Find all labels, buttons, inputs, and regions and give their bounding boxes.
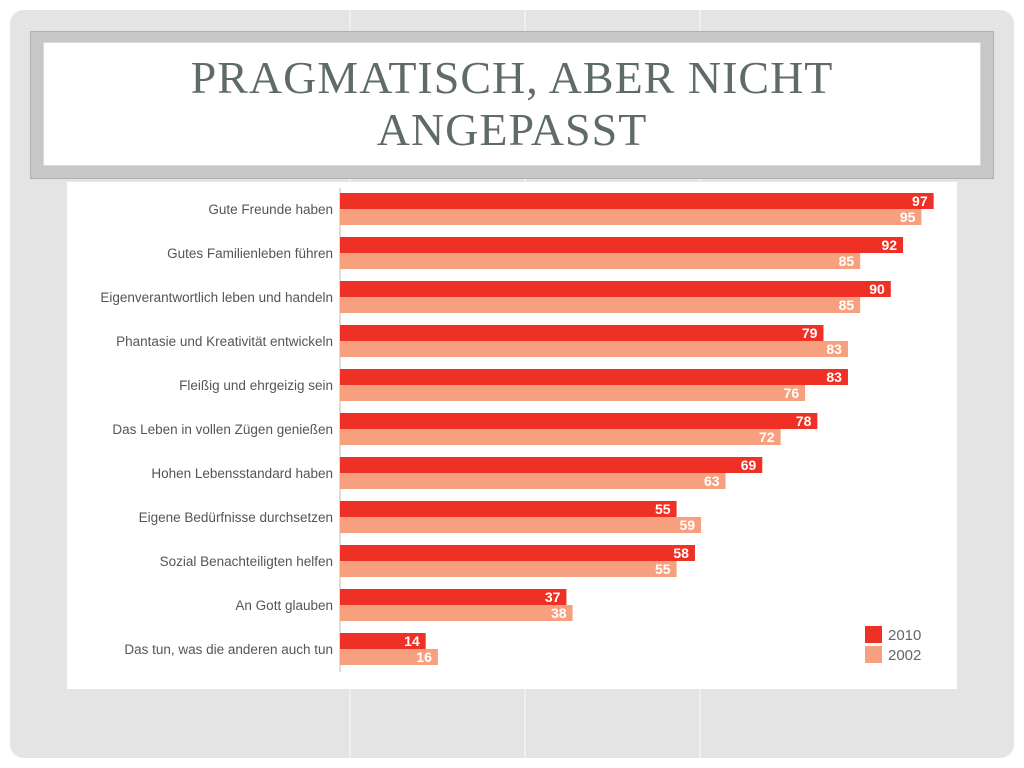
bar-2002: [340, 341, 848, 357]
bar-2010: [340, 457, 763, 473]
category-label: Hohen Lebensstandard haben: [151, 466, 333, 481]
data-label-2002: 63: [704, 473, 720, 489]
data-label-2010: 92: [881, 237, 897, 253]
data-label-2002: 85: [839, 297, 855, 313]
bar-2002: [340, 253, 861, 269]
data-label-2010: 55: [655, 501, 671, 517]
bar-2010: [340, 633, 426, 649]
legend-label-2010: 2010: [888, 627, 921, 644]
data-label-2002: 59: [680, 517, 696, 533]
title-frame: PRAGMATISCH, ABER NICHT ANGEPASST: [30, 31, 994, 179]
legend-label-2002: 2002: [888, 647, 921, 664]
category-label: An Gott glauben: [235, 598, 333, 613]
category-label: Sozial Benachteiligten helfen: [160, 554, 333, 569]
bar-2010: [340, 545, 695, 561]
category-label: Gute Freunde haben: [208, 202, 333, 217]
bar-2010: [340, 589, 567, 605]
chart-panel: Gute Freunde haben 97 95 Gutes Familienlebe…: [67, 182, 957, 689]
category-label: Phantasie und Kreativität entwickeln: [116, 334, 333, 349]
data-label-2010: 83: [826, 369, 842, 385]
data-label-2002: 55: [655, 561, 671, 577]
data-label-2010: 58: [673, 545, 689, 561]
category-label: Eigenverantwortlich leben und handeln: [100, 290, 333, 305]
data-label-2002: 85: [839, 253, 855, 269]
bar-2010: [340, 193, 934, 209]
category-label: Eigene Bedürfnisse durchsetzen: [139, 510, 333, 525]
data-label-2002: 76: [784, 385, 800, 401]
bar-2010: [340, 413, 818, 429]
data-label-2002: 72: [759, 429, 775, 445]
bar-2010: [340, 501, 677, 517]
title-box: PRAGMATISCH, ABER NICHT ANGEPASST: [43, 42, 981, 166]
data-label-2010: 90: [869, 281, 885, 297]
data-label-2002: 38: [551, 605, 567, 621]
category-label: Das tun, was die anderen auch tun: [124, 642, 333, 657]
data-label-2010: 97: [912, 193, 928, 209]
legend-swatch-2002: [865, 646, 882, 663]
slide-title: PRAGMATISCH, ABER NICHT ANGEPASST: [190, 52, 834, 155]
category-label: Gutes Familienleben führen: [167, 246, 333, 261]
bar-2010: [340, 237, 904, 253]
data-label-2002: 16: [416, 649, 432, 665]
bar-2002: [340, 605, 573, 621]
bar-2002: [340, 561, 677, 577]
category-label: Fleißig und ehrgeizig sein: [179, 378, 333, 393]
bar-2002: [340, 473, 726, 489]
legend-swatch-2010: [865, 626, 882, 643]
data-label-2010: 78: [796, 413, 812, 429]
bar-2010: [340, 369, 848, 385]
bar-2002: [340, 385, 806, 401]
category-label: Das Leben in vollen Zügen genießen: [112, 422, 333, 437]
bar-2002: [340, 517, 702, 533]
bar-2002: [340, 429, 781, 445]
data-label-2010: 79: [802, 325, 818, 341]
bar-2002: [340, 209, 922, 225]
data-label-2010: 69: [741, 457, 757, 473]
data-label-2002: 83: [826, 341, 842, 357]
bar-2010: [340, 325, 824, 341]
data-label-2010: 14: [404, 633, 420, 649]
bar-2002: [340, 649, 438, 665]
data-label-2010: 37: [545, 589, 561, 605]
data-label-2002: 95: [900, 209, 916, 225]
bar-2010: [340, 281, 891, 297]
bar-2002: [340, 297, 861, 313]
